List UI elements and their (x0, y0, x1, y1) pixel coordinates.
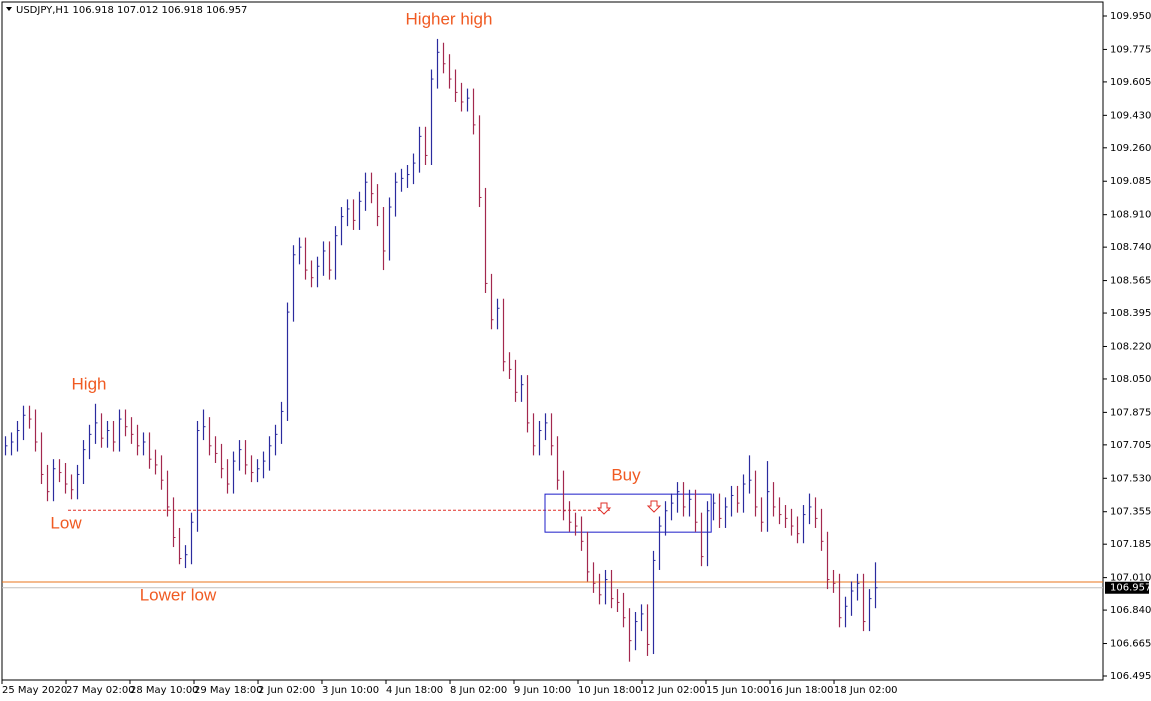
y-tick-label: 108.740 (1110, 242, 1151, 253)
y-tick-label: 108.395 (1110, 308, 1151, 319)
x-tick-label: 29 May 18:00 (194, 685, 263, 696)
annotation: Lower low (140, 585, 217, 604)
x-tick-label: 2 Jun 02:00 (258, 685, 315, 696)
y-tick-label: 108.220 (1110, 341, 1151, 352)
y-tick-label: 108.050 (1110, 374, 1151, 385)
y-tick-label: 109.085 (1110, 176, 1151, 187)
x-tick-label: 25 May 2020 (2, 685, 67, 696)
y-tick-label: 107.875 (1110, 407, 1151, 418)
plot-frame (1, 1, 1104, 681)
y-tick-label: 109.605 (1110, 77, 1151, 88)
x-tick-label: 15 Jun 10:00 (706, 685, 770, 696)
x-tick-label: 9 Jun 10:00 (514, 685, 571, 696)
chart-title: USDJPY,H1 106.918 107.012 106.918 106.95… (16, 5, 247, 16)
x-tick-label: 12 Jun 02:00 (642, 685, 706, 696)
collapse-arrow[interactable] (6, 7, 12, 11)
x-tick-label: 10 Jun 18:00 (578, 685, 642, 696)
y-tick-label: 107.185 (1110, 539, 1151, 550)
y-tick-label: 109.430 (1110, 110, 1151, 121)
x-tick-label: 3 Jun 10:00 (322, 685, 379, 696)
y-tick-label: 108.565 (1110, 276, 1151, 287)
arrow-icon (596, 502, 612, 515)
y-tick-label: 107.355 (1110, 507, 1151, 518)
x-tick-label: 27 May 02:00 (66, 685, 135, 696)
y-tick-label: 106.495 (1110, 671, 1151, 682)
y-tick-label: 107.705 (1110, 440, 1151, 451)
y-tick-label: 109.775 (1110, 44, 1151, 55)
x-tick-label: 18 Jun 02:00 (834, 685, 898, 696)
x-tick-label: 16 Jun 18:00 (770, 685, 834, 696)
x-tick-label: 4 Jun 18:00 (386, 685, 443, 696)
y-tick-label: 109.260 (1110, 143, 1151, 154)
annotation: Low (50, 513, 82, 532)
y-tick-label: 107.530 (1110, 473, 1151, 484)
y-tick-label: 107.010 (1110, 573, 1151, 584)
price-tag-label: 106.957 (1110, 583, 1151, 594)
price-tag (1105, 581, 1149, 594)
arrow-icon (646, 500, 662, 513)
annotation: Higher high (406, 9, 493, 28)
buy-zone (544, 493, 712, 533)
x-tick-label: 28 May 10:00 (130, 685, 199, 696)
y-tick-label: 108.910 (1110, 210, 1151, 221)
y-tick-label: 106.840 (1110, 605, 1151, 616)
y-tick-label: 109.950 (1110, 11, 1151, 22)
annotation: High (72, 374, 107, 393)
y-tick-label: 106.665 (1110, 639, 1151, 650)
x-tick-label: 8 Jun 02:00 (450, 685, 507, 696)
annotation: Buy (611, 465, 641, 484)
